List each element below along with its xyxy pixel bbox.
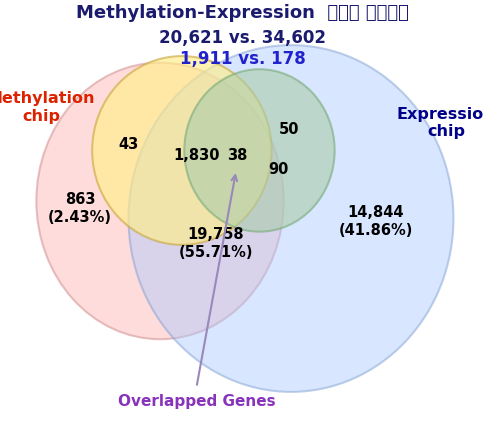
Text: 19,758
(55.71%): 19,758 (55.71%): [178, 227, 253, 259]
Text: 863
(2.43%): 863 (2.43%): [48, 192, 112, 224]
Text: 50: 50: [278, 122, 298, 137]
Text: 43: 43: [118, 137, 138, 152]
Text: Expression
chip: Expression chip: [396, 106, 484, 139]
Text: 1,830: 1,830: [173, 148, 219, 163]
Text: 14,844
(41.86%): 14,844 (41.86%): [338, 205, 412, 237]
Text: 38: 38: [227, 148, 247, 163]
Ellipse shape: [92, 57, 271, 245]
Text: Methylation-Expression  유전자 중복여부: Methylation-Expression 유전자 중복여부: [76, 4, 408, 22]
Text: 90: 90: [268, 161, 288, 176]
Ellipse shape: [128, 46, 453, 392]
Text: Methylation
chip: Methylation chip: [0, 91, 95, 124]
Text: 1,911 vs. 178: 1,911 vs. 178: [179, 50, 305, 68]
Text: Overlapped Genes: Overlapped Genes: [117, 393, 274, 408]
Text: 20,621 vs. 34,602: 20,621 vs. 34,602: [159, 28, 325, 46]
Ellipse shape: [184, 70, 334, 232]
Ellipse shape: [36, 64, 283, 339]
